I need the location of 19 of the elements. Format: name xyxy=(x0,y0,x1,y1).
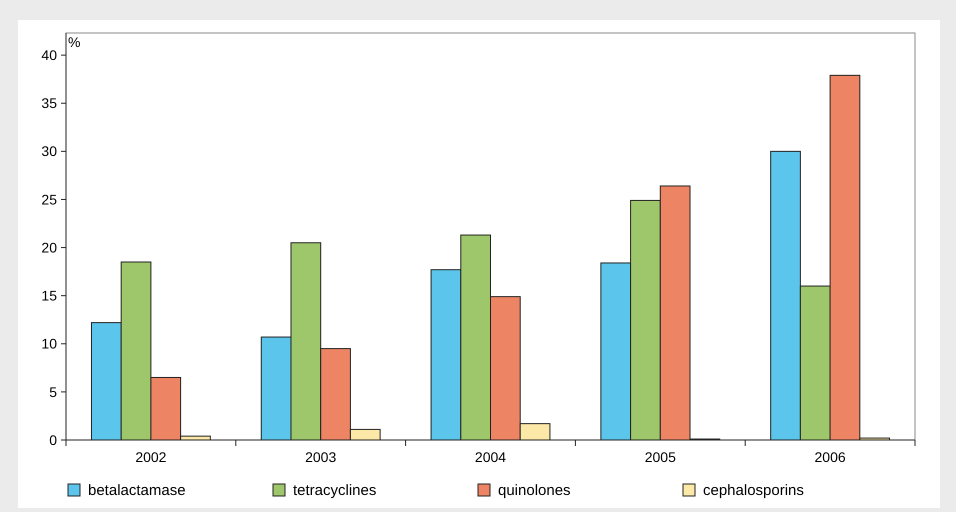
x-tick-label: 2005 xyxy=(644,449,676,465)
y-tick-label: 10 xyxy=(41,336,58,352)
legend-label: cephalosporins xyxy=(703,482,804,499)
legend-label: quinolones xyxy=(498,482,571,499)
legend-label: tetracyclines xyxy=(293,482,376,499)
legend-label: betalactamase xyxy=(88,482,186,499)
y-tick-label: 5 xyxy=(49,384,58,400)
y-tick-label: 25 xyxy=(41,191,58,208)
y-tick-label: 0 xyxy=(49,432,58,448)
x-tick-label: 2006 xyxy=(814,449,846,465)
y-tick-label: 35 xyxy=(41,95,58,112)
y-tick-label: 30 xyxy=(41,143,58,160)
x-tick-label: 2002 xyxy=(135,449,167,465)
y-tick-label: 15 xyxy=(41,288,58,304)
y-tick-label: 20 xyxy=(41,239,58,256)
y-tick-label: 40 xyxy=(41,47,58,64)
x-tick-label: 2003 xyxy=(305,449,336,465)
y-axis-title: % xyxy=(68,34,80,50)
x-tick-label: 2004 xyxy=(474,449,506,465)
